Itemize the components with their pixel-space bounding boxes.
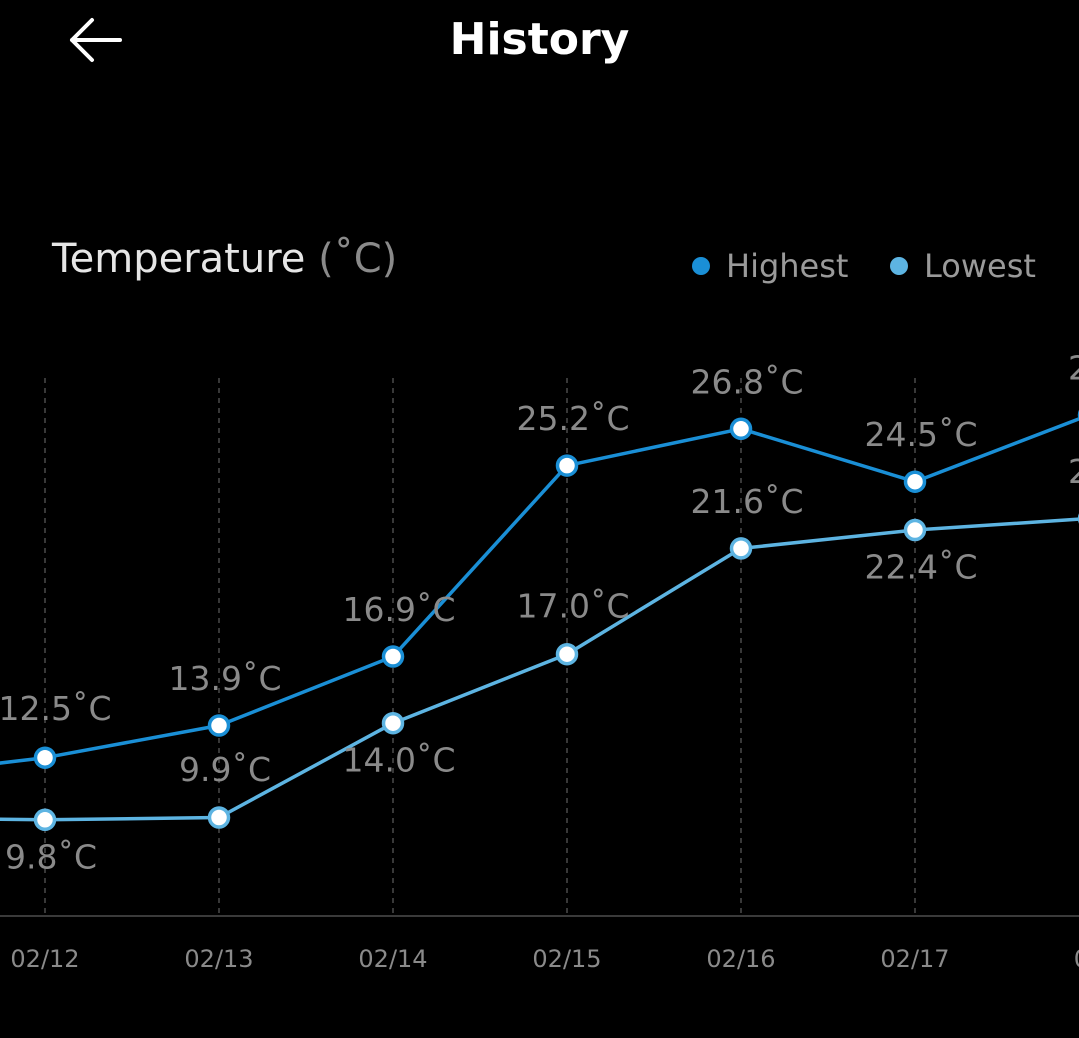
chart-title-text: Temperature [52,236,306,282]
x-tick-label: 02/14 [358,945,427,973]
data-label-lowest: 22.4˚C [864,548,977,587]
data-label-highest: 25.2˚C [516,399,629,438]
data-point-highest [555,454,579,477]
series-line-highest [0,416,1079,765]
arrow-left-icon [70,18,122,62]
data-label-highest: 24.5˚C [864,415,977,454]
data-point-highest [207,714,231,737]
data-label-highest: 13.9˚C [168,659,281,698]
data-label-lowest: 21.6˚C [690,482,803,521]
data-label-highest: 16.9˚C [342,590,455,629]
data-point-highest [903,470,927,493]
data-point-highest [33,746,57,769]
data-point-highest [381,645,405,668]
data-label-lowest: 17.0˚C [516,587,629,626]
page-title: History [449,14,630,65]
data-point-lowest [903,518,927,542]
data-point-lowest [381,711,405,735]
x-tick-label: 02/16 [706,945,775,973]
series-line-lowest [0,517,1079,822]
x-tick-label: 02 [1074,945,1079,973]
data-point-lowest [555,642,579,666]
legend-label-lowest: Lowest [924,247,1036,285]
x-tick-label: 02/13 [184,945,253,973]
data-label-highest: 26.8˚C [690,362,803,401]
chart-title-unit: (˚C) [318,236,398,282]
x-tick-label: 02/17 [880,945,949,973]
legend-item-highest: Highest [692,246,848,286]
data-point-lowest [33,808,57,832]
data-label-lowest: 14.0˚C [342,741,455,780]
legend-dot-highest [692,257,710,275]
legend-item-lowest: Lowest [890,246,1036,286]
back-button[interactable] [58,12,134,68]
legend-dot-lowest [890,257,908,275]
data-label-highest: 27 [1068,349,1079,388]
data-point-lowest [729,537,753,560]
data-label-lowest: 9.9˚C [179,750,271,789]
legend-label-highest: Highest [726,247,849,285]
data-point-lowest [207,806,231,829]
data-label-lowest: 22 [1068,452,1079,491]
chart-title: Temperature (˚C) [52,236,397,282]
data-label-lowest: 9.8˚C [5,837,97,876]
data-label-highest: 12.5˚C [0,689,112,728]
x-tick-label: 02/12 [10,945,79,973]
data-point-highest [729,417,753,441]
x-tick-label: 02/15 [532,945,601,973]
